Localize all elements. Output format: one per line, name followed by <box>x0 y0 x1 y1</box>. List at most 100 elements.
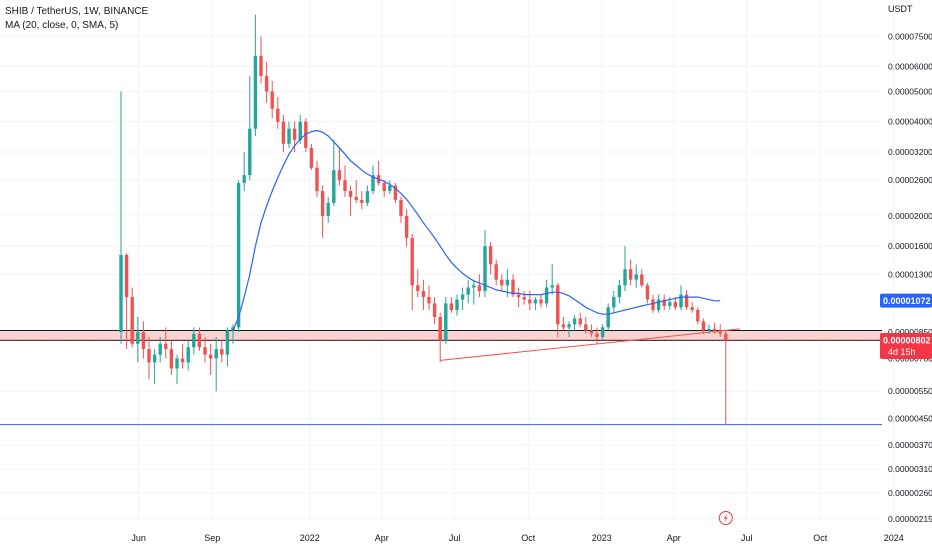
candle-body <box>236 182 241 328</box>
candle-body <box>332 170 336 203</box>
candle-body <box>136 332 140 344</box>
axes: USDT 0.00007500 0.00006000 0.00005000 0.0000… <box>131 4 932 543</box>
time-tick-label: Oct <box>521 533 536 543</box>
candle-body <box>589 330 594 334</box>
candle-body <box>410 237 414 286</box>
candle-body <box>640 274 644 286</box>
candle-body <box>477 285 482 292</box>
candle-body <box>606 307 610 328</box>
candle-body <box>248 128 252 176</box>
candle-body <box>550 285 554 288</box>
candle-body <box>214 349 218 359</box>
price-tick-label: 0.00006000 <box>888 62 932 72</box>
candle-body <box>421 291 426 298</box>
candle-body <box>309 147 314 168</box>
time-tick-label: Apr <box>667 533 681 543</box>
candle-body <box>460 294 465 300</box>
candle-body <box>404 215 409 238</box>
candle-body <box>438 316 442 341</box>
candle-body <box>449 303 454 311</box>
trend-line <box>440 328 740 361</box>
ma-value-badge <box>880 293 932 308</box>
candle-body <box>292 128 297 140</box>
price-tick-label: 0.00002600 <box>888 175 932 185</box>
candle-body <box>578 318 582 325</box>
candle-body <box>348 191 353 197</box>
time-tick-label: Jul <box>449 533 461 543</box>
candle-body <box>175 358 179 369</box>
candle-body <box>595 333 599 337</box>
candle-body <box>623 269 627 286</box>
candle-body <box>628 269 633 280</box>
candle-body <box>393 185 398 200</box>
candle-body <box>186 347 190 363</box>
candle-body <box>354 196 358 200</box>
candle-body <box>365 191 370 203</box>
candle-body <box>684 294 689 308</box>
candle-body <box>539 299 543 304</box>
candle-body <box>505 279 510 286</box>
candle-body <box>326 202 330 216</box>
candle-body <box>130 297 134 344</box>
candle-body <box>287 128 291 144</box>
candle-body <box>281 121 286 144</box>
candle-body <box>567 324 571 328</box>
candle-body <box>141 332 146 350</box>
candle-body <box>707 328 711 331</box>
candle-body <box>180 358 185 363</box>
time-tick-label: Sep <box>204 533 220 543</box>
currency-label: USDT <box>888 4 913 14</box>
ma-value-text: 0.00001072 <box>883 296 931 306</box>
candle-body <box>242 175 246 183</box>
chart-title: SHIB / TetherUS, 1W, BINANCE <box>5 6 149 17</box>
price-tick-label: 0.00000260 <box>888 488 932 498</box>
candle-body <box>455 299 459 311</box>
candle-body <box>197 333 202 348</box>
price-badge-text: 0.00000802 <box>883 335 931 345</box>
candle-body <box>164 343 168 350</box>
candle-body <box>656 299 661 311</box>
candle-body <box>466 287 470 295</box>
price-tick-label: 0.00000550 <box>888 386 932 396</box>
candle-body <box>494 264 498 280</box>
candle-body <box>158 343 162 355</box>
candle-body <box>612 297 616 308</box>
candle-body <box>192 333 196 348</box>
time-tick-label: Oct <box>813 533 828 543</box>
time-tick-label: 2022 <box>300 533 320 543</box>
candle-body <box>634 274 638 280</box>
price-tick-label: 0.00003200 <box>888 147 932 157</box>
price-tick-label: 0.00000310 <box>888 464 932 474</box>
price-tick-label: 0.00005000 <box>888 86 932 96</box>
candle-body <box>124 254 129 298</box>
time-tick-label: Jun <box>131 533 146 543</box>
candle-body <box>544 287 549 304</box>
ma-line <box>232 129 721 331</box>
candle-body <box>315 167 319 192</box>
candle-body <box>298 121 302 140</box>
candle-body <box>264 76 269 92</box>
candle-body <box>472 285 476 288</box>
candle-body <box>673 302 678 308</box>
price-tick-label: 0.00004000 <box>888 117 932 127</box>
grid <box>0 0 895 522</box>
candle-body <box>724 333 728 341</box>
price-tick-label: 0.00000850 <box>888 327 932 337</box>
candle-body <box>651 299 655 311</box>
candle-body <box>679 294 683 308</box>
price-tick-label: 0.00000370 <box>888 440 932 450</box>
indicator-legend[interactable]: MA (20, close, 0, SMA, 5) <box>5 20 119 31</box>
candle-body <box>522 297 526 300</box>
price-tick-label: 0.00000450 <box>888 413 932 423</box>
candle-body <box>147 349 151 363</box>
candle-body <box>556 285 560 325</box>
candle-body <box>220 349 224 355</box>
events[interactable] <box>718 511 733 525</box>
candle-body <box>645 285 650 300</box>
price-tick-label: 0.00002000 <box>888 211 932 221</box>
price-tick-label: 0.00001300 <box>888 269 932 279</box>
time-tick-label: Apr <box>375 533 389 543</box>
time-tick-label: Jul <box>741 533 753 543</box>
